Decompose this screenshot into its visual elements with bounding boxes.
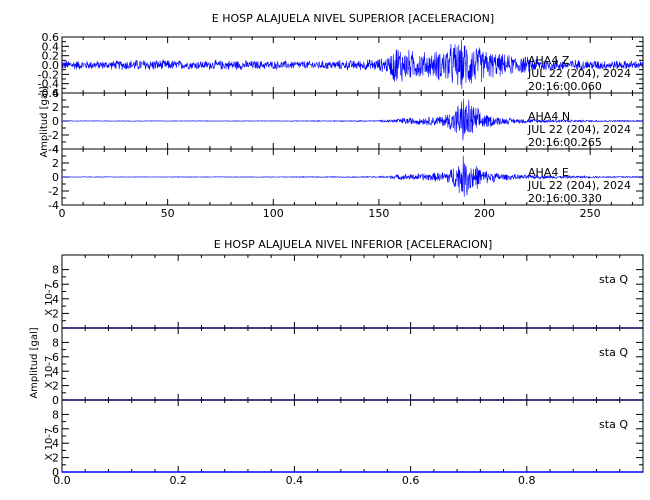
y-scale-label: X 10-7 [44, 428, 55, 461]
x-tick-label: 50 [161, 207, 175, 220]
x-tick-label: 200 [474, 207, 495, 220]
y-tick-label: 4 [52, 87, 59, 100]
station-annotation: sta Q [599, 418, 628, 431]
y-tick-label: 2 [52, 380, 59, 393]
y-tick-label: 0.4 [42, 40, 60, 53]
y-tick-label: 4 [52, 365, 59, 378]
lower-record-chart: E HOSP ALAJUELA NIVEL INFERIOR [ACELERAC… [29, 238, 644, 487]
y-tick-label: 6 [52, 351, 59, 364]
x-tick-label: 0.4 [286, 474, 304, 487]
x-tick-label: 0.8 [518, 474, 536, 487]
y-tick-label: 0 [52, 115, 59, 128]
y-tick-label: 2 [52, 307, 59, 320]
y-tick-label: 2 [52, 157, 59, 170]
x-tick-label: 250 [580, 207, 601, 220]
station-annotation: 20:16:00.330 [528, 192, 602, 205]
y-tick-label: -0.2 [38, 68, 59, 81]
y-tick-label: 2 [52, 452, 59, 465]
lower-chart-title: E HOSP ALAJUELA NIVEL INFERIOR [ACELERAC… [214, 238, 493, 251]
station-annotation: 20:16:00.265 [528, 136, 602, 149]
waveform-trace [61, 39, 644, 89]
upper-record-chart: E HOSP ALAJUELA NIVEL SUPERIOR [ACELERAC… [38, 12, 644, 220]
station-annotation: AHA4 N [528, 110, 570, 123]
station-annotation: JUL 22 (204), 2024 [527, 123, 631, 136]
x-tick-label: 0.6 [402, 474, 420, 487]
x-tick-label: 0.0 [53, 474, 71, 487]
x-tick-label: 150 [368, 207, 389, 220]
y-tick-label: 0.6 [42, 31, 60, 44]
y-scale-label: X 10-7 [44, 356, 55, 389]
station-annotation: 20:16:00.060 [528, 80, 602, 93]
y-tick-label: 0.2 [42, 50, 60, 63]
x-tick-label: 100 [263, 207, 284, 220]
y-tick-label: -4 [48, 143, 59, 156]
lower-y-axis-label: Amplitud [gal] [29, 327, 40, 398]
station-annotation: AHA4 E [528, 166, 569, 179]
y-tick-label: 0 [52, 322, 59, 335]
y-tick-label: 8 [52, 264, 59, 277]
y-tick-label: 4 [52, 293, 59, 306]
y-tick-label: -2 [48, 185, 59, 198]
y-tick-label: 4 [52, 437, 59, 450]
station-annotation: AHA4 Z [528, 54, 570, 67]
waveform-trace [61, 155, 644, 197]
y-tick-label: 6 [52, 278, 59, 291]
upper-y-axis-label: Amplitud [gal] [39, 86, 50, 157]
station-annotation: JUL 22 (204), 2024 [527, 179, 631, 192]
station-annotation: sta Q [599, 346, 628, 359]
y-tick-label: 0 [52, 466, 59, 479]
y-tick-label: 0 [52, 394, 59, 407]
upper-chart-title: E HOSP ALAJUELA NIVEL SUPERIOR [ACELERAC… [212, 12, 494, 25]
y-tick-label: 0 [52, 171, 59, 184]
y-tick-label: 6 [52, 423, 59, 436]
y-scale-label: X 10-7 [44, 283, 55, 316]
waveform-trace [61, 98, 644, 141]
x-tick-label: 0 [59, 207, 66, 220]
panel-3: 02 46 8 sta Q X 10-7 [44, 399, 644, 479]
y-tick-label: 2 [52, 101, 59, 114]
y-tick-label: -2 [48, 129, 59, 142]
y-tick-label: 8 [52, 336, 59, 349]
y-tick-label: -0.6 [38, 87, 59, 100]
y-tick-label: -4 [48, 199, 59, 212]
station-annotation: JUL 22 (204), 2024 [527, 67, 631, 80]
y-tick-label: 0.0 [42, 59, 60, 72]
x-tick-label: 0.2 [169, 474, 187, 487]
y-tick-label: 4 [52, 143, 59, 156]
y-tick-label: 8 [52, 408, 59, 421]
y-tick-label: -0.4 [38, 78, 59, 91]
station-annotation: sta Q [599, 273, 628, 286]
